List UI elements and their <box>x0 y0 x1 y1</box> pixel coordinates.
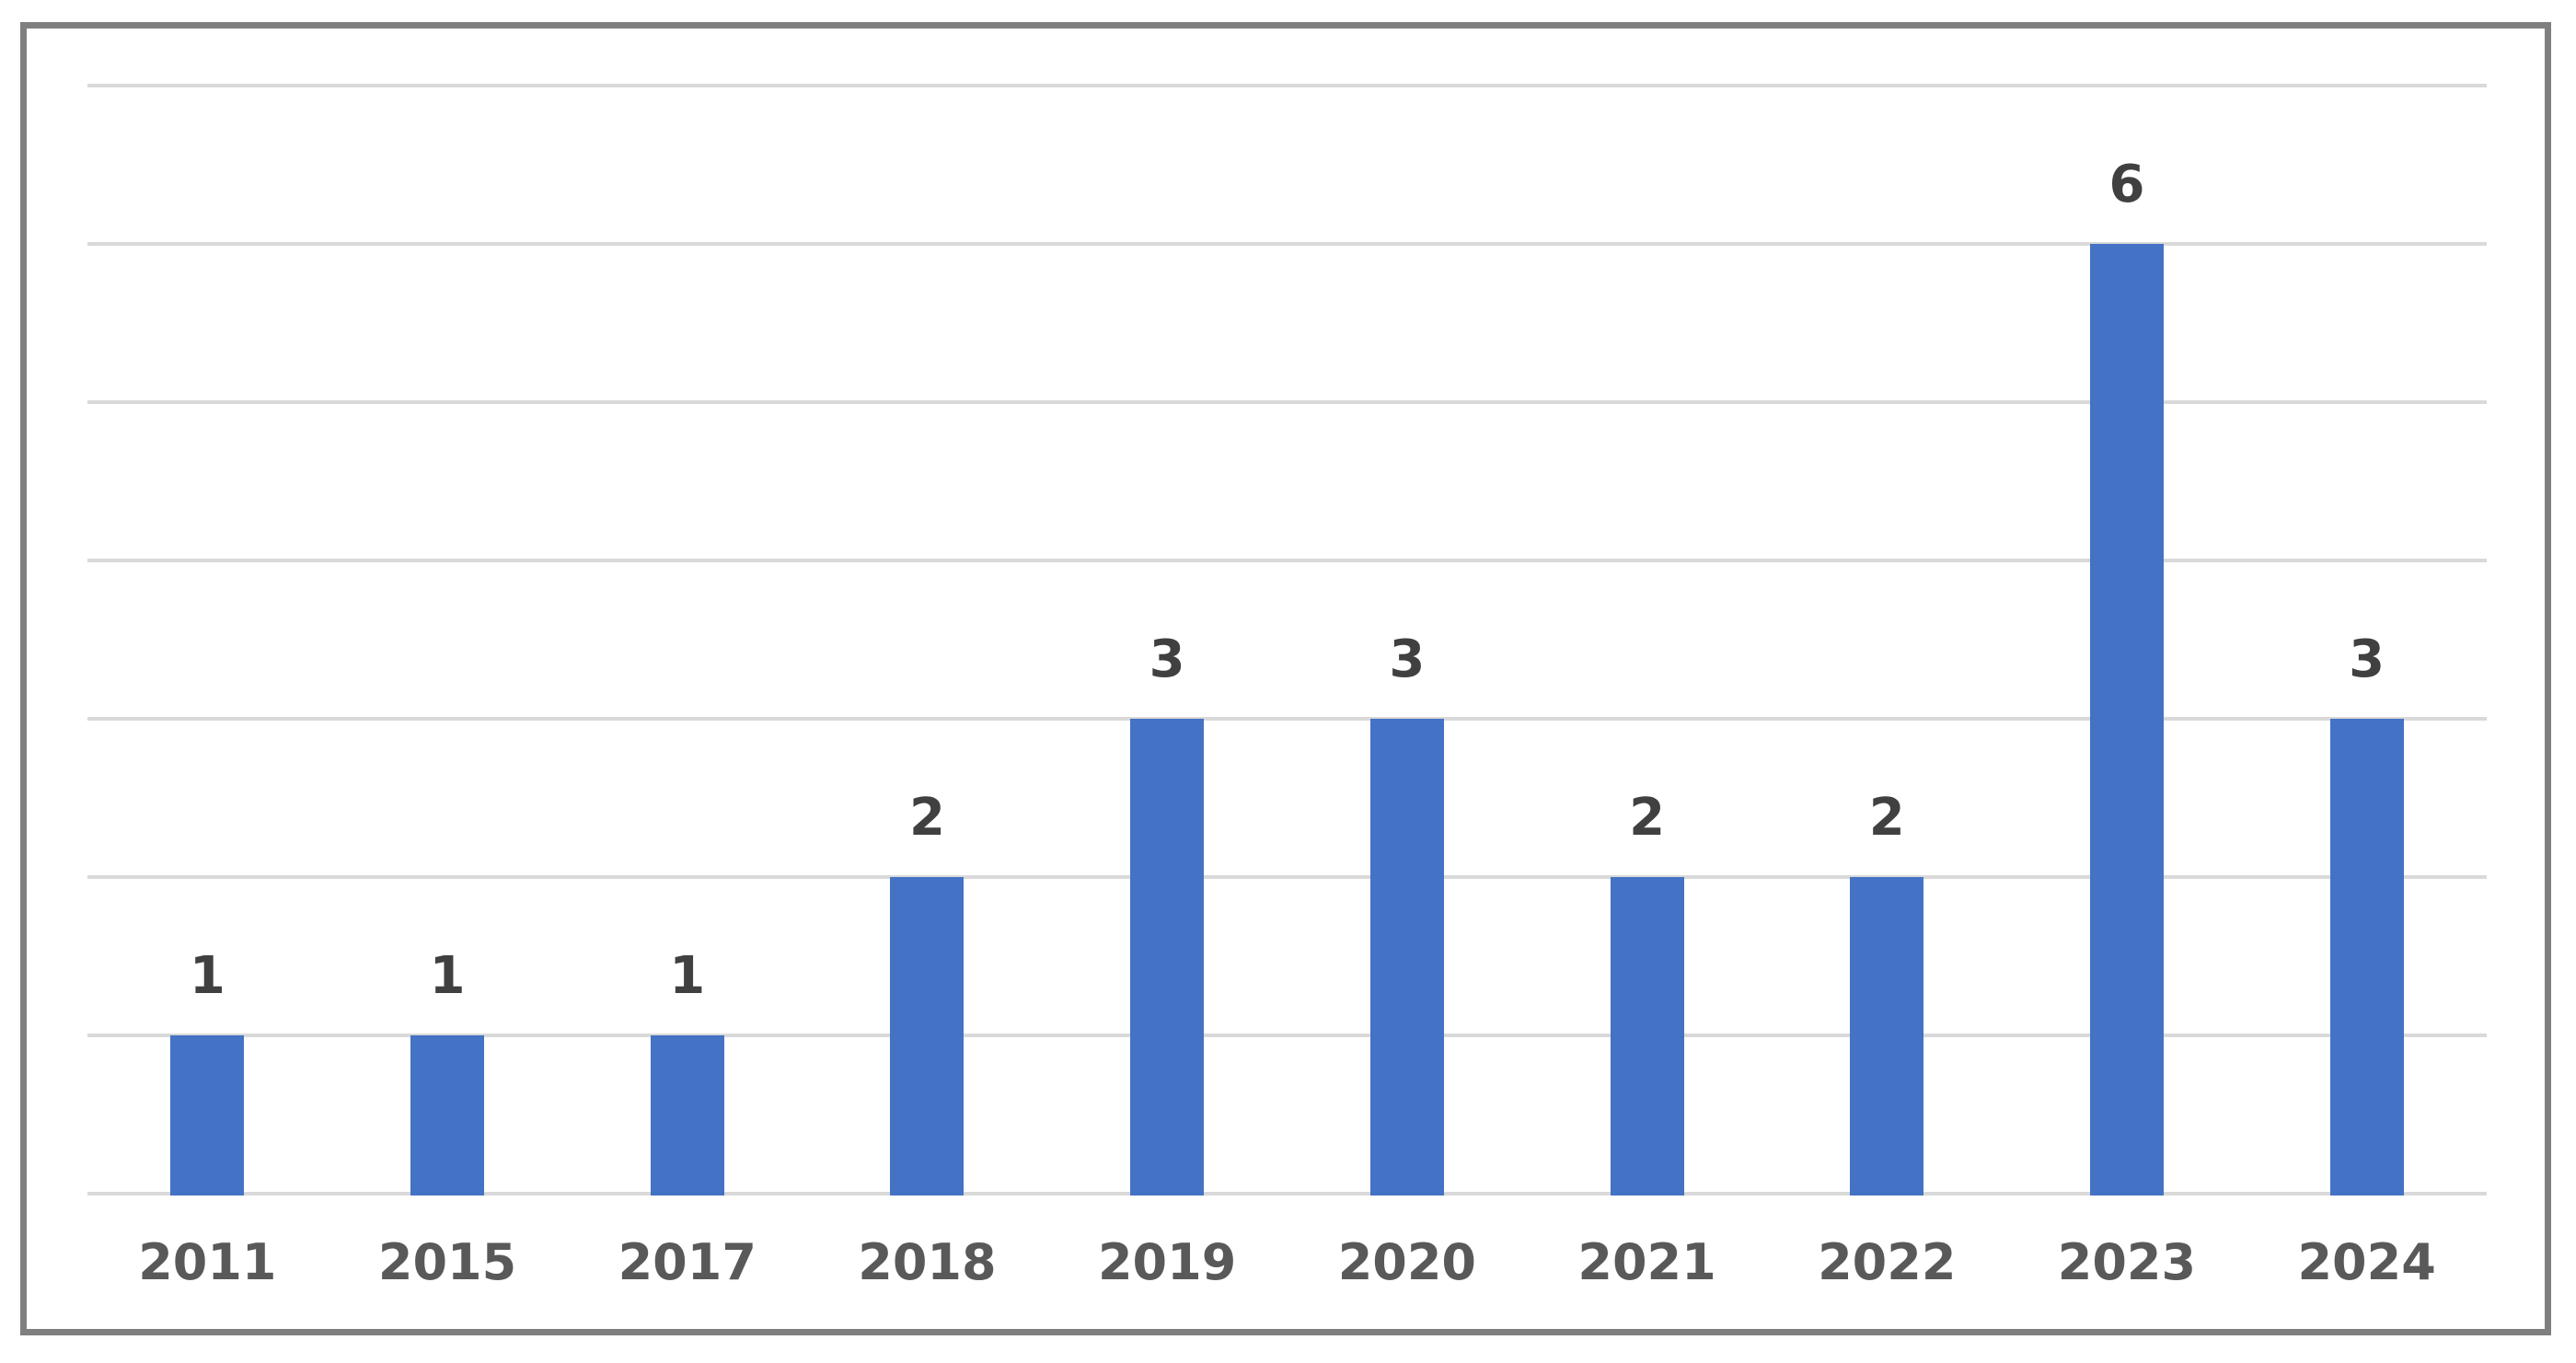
data-label-2020: 3 <box>1389 630 1426 689</box>
plot-area: 1 2011 1 2015 1 2017 2 2018 3 2019 3 2020 2 2021 2 2022… <box>27 29 2545 1329</box>
gridline-y2 <box>87 875 2487 879</box>
gridline-y0 <box>87 1192 2487 1196</box>
data-label-2024: 3 <box>2349 630 2385 689</box>
bar-2021 <box>1610 877 1684 1196</box>
data-label-2022: 2 <box>1868 788 1905 848</box>
bar-2020 <box>1369 719 1444 1196</box>
x-axis-label-2018: 2018 <box>858 1233 997 1291</box>
data-label-2015: 1 <box>429 946 466 1006</box>
data-label-2023: 6 <box>2108 155 2145 214</box>
bar-2022 <box>1850 877 1924 1196</box>
x-axis-label-2017: 2017 <box>618 1233 757 1291</box>
x-axis-label-2024: 2024 <box>2297 1233 2436 1291</box>
gridline-y6 <box>87 242 2487 246</box>
data-label-2021: 2 <box>1629 788 1666 848</box>
x-axis-label-2011: 2011 <box>138 1233 277 1291</box>
x-axis-label-2019: 2019 <box>1097 1233 1237 1291</box>
x-axis-label-2021: 2021 <box>1577 1233 1716 1291</box>
x-axis-label-2015: 2015 <box>377 1233 517 1291</box>
gridline-y5 <box>87 400 2487 404</box>
bar-2019 <box>1130 719 1205 1196</box>
bar-2011 <box>170 1035 245 1196</box>
data-label-2018: 2 <box>908 788 945 848</box>
gridline-y4 <box>87 559 2487 562</box>
gridline-y3 <box>87 717 2487 721</box>
gridline-y1 <box>87 1034 2487 1037</box>
x-axis-label-2022: 2022 <box>1818 1233 1957 1291</box>
gridline-y7 <box>87 84 2487 87</box>
x-axis-label-2023: 2023 <box>2057 1233 2197 1291</box>
bar-2024 <box>2329 719 2404 1196</box>
data-label-2019: 3 <box>1149 630 1185 689</box>
chart-frame: 1 2011 1 2015 1 2017 2 2018 3 2019 3 2020 2 2021 2 2022… <box>20 22 2551 1335</box>
bar-2018 <box>890 877 965 1196</box>
data-label-2017: 1 <box>669 946 706 1006</box>
bar-2017 <box>650 1035 724 1196</box>
bar-2023 <box>2089 244 2164 1196</box>
data-label-2011: 1 <box>189 946 225 1006</box>
bar-2015 <box>410 1035 485 1196</box>
x-axis-label-2020: 2020 <box>1337 1233 1476 1291</box>
